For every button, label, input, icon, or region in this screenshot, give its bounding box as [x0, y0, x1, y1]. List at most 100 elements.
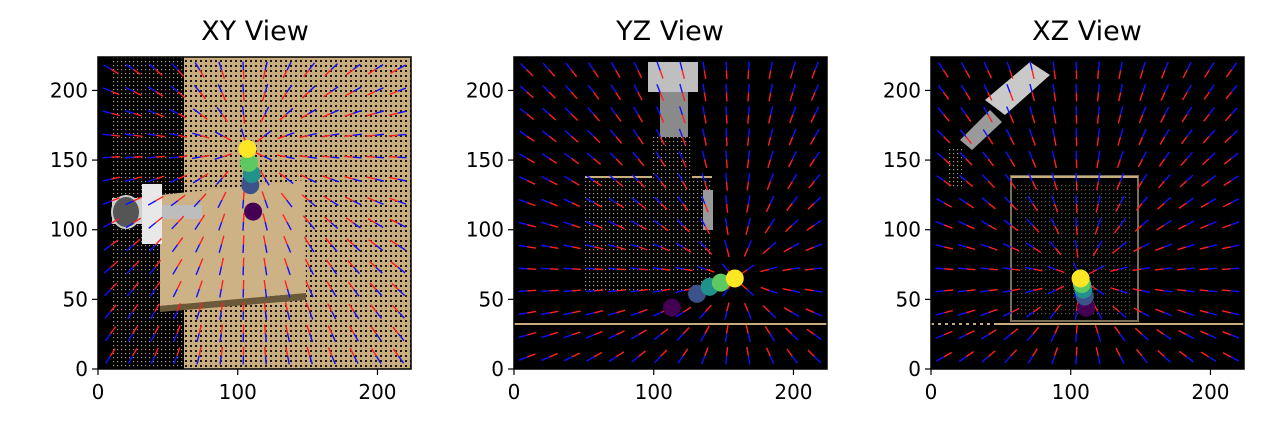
yz-view-arrow [542, 85, 556, 99]
xz-view-arrow [1075, 172, 1078, 191]
xy-view-arrow [102, 110, 120, 117]
xz-view-arrow [1182, 84, 1192, 101]
yz-view-y-tick-label: 50 [479, 287, 504, 311]
yz-view-arrow [786, 196, 799, 212]
xy-view-arrow [148, 63, 163, 76]
xz-view-arrow [1221, 244, 1240, 250]
xz-view-arrow [1051, 150, 1057, 169]
yz-view-arrow [805, 243, 823, 252]
xy-view-arrow [283, 258, 291, 276]
xz-view-arrow [1052, 128, 1057, 146]
xz-view-arrow [1049, 304, 1062, 319]
yz-view-arrow [563, 289, 581, 293]
xz-view-arrow [1133, 242, 1150, 253]
yz-view-arrow [806, 328, 822, 340]
xz-view-arrow [1154, 288, 1173, 293]
xz-view-arrow [1200, 330, 1217, 339]
yz-view-arrow [678, 150, 687, 168]
xy-view-arrow [263, 302, 268, 320]
xy-view-arrow [192, 173, 209, 184]
yz-view-arrow [631, 174, 646, 188]
xy-view-arrow [366, 155, 385, 159]
xz-view-arrow [1178, 329, 1195, 340]
xy-view-arrow [147, 86, 164, 97]
yz-view-x-tick-label: 0 [508, 380, 521, 404]
xz-view-arrow [1050, 325, 1060, 342]
yz-view-arrow [541, 221, 559, 228]
yz-view-arrow [563, 221, 581, 229]
xy-view-arrow [301, 194, 316, 207]
xy-view-arrow [169, 174, 187, 183]
xy-view-arrow [388, 176, 407, 182]
xz-view-arrow [1097, 61, 1100, 80]
yz-view-arrow [586, 198, 603, 208]
xy-view-arrow [149, 259, 162, 275]
xz-view-arrow [1026, 326, 1040, 342]
xy-view-arrow [388, 133, 407, 137]
xy-view-trajectory-point [238, 139, 257, 158]
xy-view-table-shadow [160, 293, 306, 312]
yz-view-arrow [788, 151, 797, 168]
yz-view-arrow [633, 61, 643, 79]
xy-view-arrow [368, 260, 383, 274]
xy-view-trajectory [238, 139, 263, 221]
xy-view-arrow [321, 133, 340, 138]
xy-view-arrow [366, 133, 385, 137]
xy-view-arrow [102, 155, 121, 159]
yz-view-arrow [610, 106, 622, 123]
yz-view-arrow [608, 197, 625, 209]
xz-view-arrow [1005, 151, 1016, 168]
yz-view-arrow [587, 84, 600, 100]
yz-view-arrow [563, 331, 581, 339]
yz-view-arrow [743, 240, 753, 257]
xz-view-arrow [1155, 308, 1173, 317]
xy-view-table-block [160, 180, 306, 306]
xy-view-arrow [345, 217, 361, 229]
yz-view-arrow [767, 150, 774, 169]
yz-view-arrow [785, 327, 799, 341]
xz-view-arrow [1200, 220, 1217, 230]
xz-view-arrow [1116, 173, 1125, 191]
xy-view-arrow [219, 302, 224, 320]
xz-view-arrow [937, 84, 950, 100]
yz-view-arrow [631, 197, 647, 210]
yz-view-arrow [746, 346, 751, 365]
xz-view-arrow [958, 220, 975, 230]
yz-view-arrow [698, 241, 713, 255]
yz-view-arrow [806, 219, 822, 231]
xz-view-arrow [1074, 239, 1079, 258]
xz-view-arrow [1024, 266, 1043, 272]
yz-view-arrow [585, 309, 604, 316]
xy-view-arrow [279, 107, 294, 121]
yz-view-arrow [565, 84, 578, 100]
xy-view-arrow [196, 346, 202, 365]
yz-view-arrow [608, 309, 626, 316]
xy-view-arrow [389, 197, 407, 205]
xy-view-arrow [347, 260, 361, 275]
xy-view-arrow [299, 132, 317, 139]
xz-view-arrow [1002, 267, 1021, 271]
xy-view-arrow [242, 61, 245, 80]
xy-view-arrow [173, 325, 181, 342]
yz-view-arrow [765, 347, 775, 365]
yz-view-y-tick-label: 150 [466, 148, 504, 172]
xy-view-arrow [321, 155, 340, 159]
xz-view-arrow [1136, 173, 1148, 190]
yz-view-arrow [747, 83, 750, 102]
yz-view-arrow [740, 283, 755, 296]
xy-view-arrow [193, 193, 207, 208]
xz-view-arrow [957, 289, 976, 293]
xy-view-arrow [172, 280, 182, 298]
xy-view-y-tick-label: 100 [50, 218, 88, 242]
yz-view-arrow [654, 196, 668, 211]
yz-view-arrow [768, 61, 773, 80]
yz-view-arrow [764, 218, 776, 234]
xy-view-arrow [344, 133, 362, 138]
xz-view-arrow [1096, 128, 1101, 147]
xy-view-arrow [368, 239, 384, 251]
xy-view-arrow [150, 325, 160, 342]
yz-view-frame [513, 56, 828, 370]
xy-view-arrow [102, 133, 121, 137]
yz-view-arrow [701, 173, 708, 191]
yz-view-arrow [586, 175, 602, 187]
